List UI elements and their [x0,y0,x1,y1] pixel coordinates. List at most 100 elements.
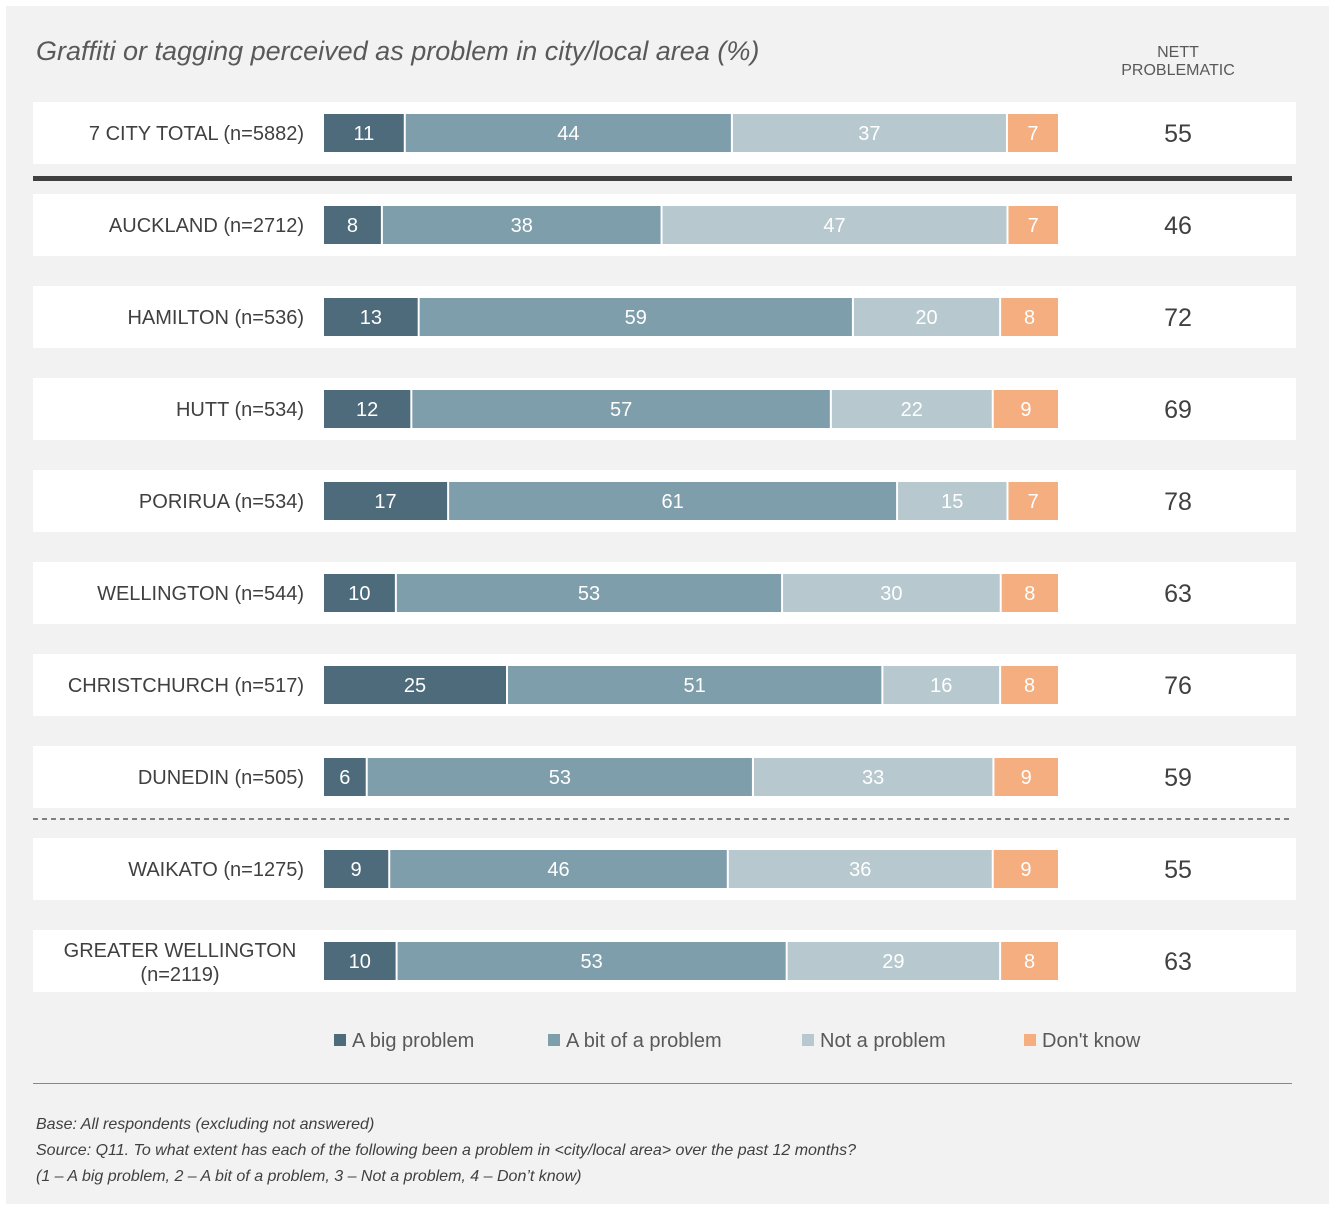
nett-value-hamilton: 72 [1164,304,1192,332]
bar-porirua-don-t-know [1008,482,1058,520]
bar-label-dunedin-a-big-problem: 6 [339,767,350,789]
legend-label-a-big-problem: A big problem [352,1030,475,1052]
legend-label-not-a-problem: Not a problem [820,1030,946,1052]
row-label-wellington: WELLINGTON (n=544) [97,583,304,605]
footnote-source: Source: Q11. To what extent has each of … [36,1142,857,1159]
legend-item-not-a-problem: Not a problem [802,1030,946,1053]
nett-value-dunedin: 59 [1164,764,1192,792]
bar-hamilton-don-t-know [1001,298,1058,336]
bar-label-hutt-a-big-problem: 12 [356,399,378,421]
bar-hamilton-a-big-problem [324,298,418,336]
bar-label-7-city-total-not-a-problem: 37 [858,123,880,145]
row-label-porirua: PORIRUA (n=534) [139,491,304,513]
bar-waikato-don-t-know [993,850,1058,888]
bar-wellington-not-a-problem [783,574,1000,612]
legend-swatch-don-t-know [1024,1034,1036,1046]
bar-christchurch-a-big-problem [324,666,506,704]
row-label-waikato: WAIKATO (n=1275) [128,859,304,881]
bar-label-waikato-don-t-know: 9 [1020,859,1031,881]
bar-christchurch-a-bit-of-a-problem [508,666,882,704]
footer-divider [33,1083,1292,1084]
legend-swatch-a-big-problem [334,1034,346,1046]
bar-waikato-not-a-problem [728,850,992,888]
bar-7-city-total-not-a-problem [732,114,1006,152]
legend-item-a-bit-of-a-problem: A bit of a problem [548,1030,722,1053]
bar-label-hutt-don-t-know: 9 [1020,399,1031,421]
bar-label-porirua-a-bit-of-a-problem: 61 [661,491,683,513]
bar-label-christchurch-not-a-problem: 16 [930,675,952,697]
nett-value-wellington: 63 [1164,580,1192,608]
row-label-greater-wellington: GREATER WELLINGTON (n=2119) [64,940,297,986]
footnote-scale: (1 – A big problem, 2 – A bit of a probl… [36,1168,582,1185]
bar-porirua-a-bit-of-a-problem [449,482,897,520]
bar-label-dunedin-a-bit-of-a-problem: 53 [549,767,571,789]
bar-dunedin-a-bit-of-a-problem [367,758,752,796]
row-label-dunedin: DUNEDIN (n=505) [138,767,304,789]
nett-value-greater-wellington: 63 [1164,948,1192,976]
bar-label-waikato-a-big-problem: 9 [351,859,362,881]
nett-value-7-city-total: 55 [1164,120,1192,148]
bar-hutt-don-t-know [993,390,1058,428]
bar-christchurch-don-t-know [1001,666,1058,704]
legend-label-a-bit-of-a-problem: A bit of a problem [566,1030,722,1052]
bar-hutt-a-big-problem [324,390,411,428]
bar-wellington-a-bit-of-a-problem [396,574,782,612]
bar-label-hutt-not-a-problem: 22 [901,399,923,421]
nett-value-auckland: 46 [1164,212,1192,240]
bar-label-7-city-total-a-bit-of-a-problem: 44 [557,123,579,145]
chart-title: Graffiti or tagging perceived as problem… [36,36,760,66]
row-label-auckland: AUCKLAND (n=2712) [109,215,304,237]
bar-hamilton-not-a-problem [853,298,1000,336]
bar-greater-wellington-a-bit-of-a-problem [397,942,786,980]
bar-7-city-total-don-t-know [1007,114,1058,152]
bar-label-7-city-total-don-t-know: 7 [1027,123,1038,145]
bar-label-auckland-a-bit-of-a-problem: 38 [511,215,533,237]
bar-label-auckland-don-t-know: 7 [1028,215,1039,237]
stacked-bar-chart: 7 CITY TOTAL (n=5882) 11 44 37 7 55 AUCKLAND (… [33,102,1296,992]
bar-hamilton-a-bit-of-a-problem [419,298,852,336]
nett-value-hutt: 69 [1164,396,1192,424]
bar-waikato-a-bit-of-a-problem [390,850,727,888]
bar-auckland-a-bit-of-a-problem [382,206,661,244]
footnote-base: Base: All respondents (excluding not ans… [36,1116,375,1133]
bar-greater-wellington-a-big-problem [324,942,396,980]
legend-swatch-not-a-problem [802,1034,814,1046]
nett-value-christchurch: 76 [1164,672,1192,700]
bar-auckland-a-big-problem [324,206,381,244]
row-label-christchurch: CHRISTCHURCH (n=517) [68,675,304,697]
bar-label-christchurch-don-t-know: 8 [1024,675,1035,697]
bar-dunedin-not-a-problem [753,758,993,796]
bar-waikato-a-big-problem [324,850,389,888]
bar-label-porirua-a-big-problem: 17 [374,491,396,513]
bar-christchurch-not-a-problem [883,666,1000,704]
legend-swatch-a-bit-of-a-problem [548,1034,560,1046]
bar-label-porirua-don-t-know: 7 [1028,491,1039,513]
bar-7-city-total-a-big-problem [324,114,404,152]
bar-porirua-not-a-problem [898,482,1007,520]
bar-dunedin-don-t-know [994,758,1058,796]
bar-label-7-city-total-a-big-problem: 11 [354,123,375,145]
bar-label-wellington-not-a-problem: 30 [880,583,902,605]
bar-7-city-total-a-bit-of-a-problem [405,114,731,152]
bar-hutt-not-a-problem [831,390,992,428]
bar-label-greater-wellington-a-big-problem: 10 [349,951,371,973]
legend-label-don-t-know: Don't know [1042,1030,1141,1052]
bar-label-waikato-a-bit-of-a-problem: 46 [547,859,569,881]
bar-label-greater-wellington-not-a-problem: 29 [882,951,904,973]
bar-label-hamilton-not-a-problem: 20 [915,307,937,329]
legend-item-don-t-know: Don't know [1024,1030,1140,1053]
bar-label-hamilton-don-t-know: 8 [1024,307,1035,329]
bar-label-christchurch-a-big-problem: 25 [404,675,426,697]
bar-label-greater-wellington-a-bit-of-a-problem: 53 [581,951,603,973]
bar-label-porirua-not-a-problem: 15 [941,491,963,513]
nett-value-waikato: 55 [1164,856,1192,884]
bar-label-auckland-a-big-problem: 8 [347,215,358,237]
chart-footnotes: Base: All respondents (excluding not ans… [36,1112,856,1190]
bar-label-wellington-don-t-know: 8 [1024,583,1035,605]
bar-greater-wellington-not-a-problem [787,942,1000,980]
bar-hutt-a-bit-of-a-problem [412,390,830,428]
bar-greater-wellington-don-t-know [1001,942,1058,980]
bar-label-auckland-not-a-problem: 47 [823,215,845,237]
row-label-hutt: HUTT (n=534) [176,399,304,421]
bar-label-hamilton-a-big-problem: 13 [360,307,382,329]
